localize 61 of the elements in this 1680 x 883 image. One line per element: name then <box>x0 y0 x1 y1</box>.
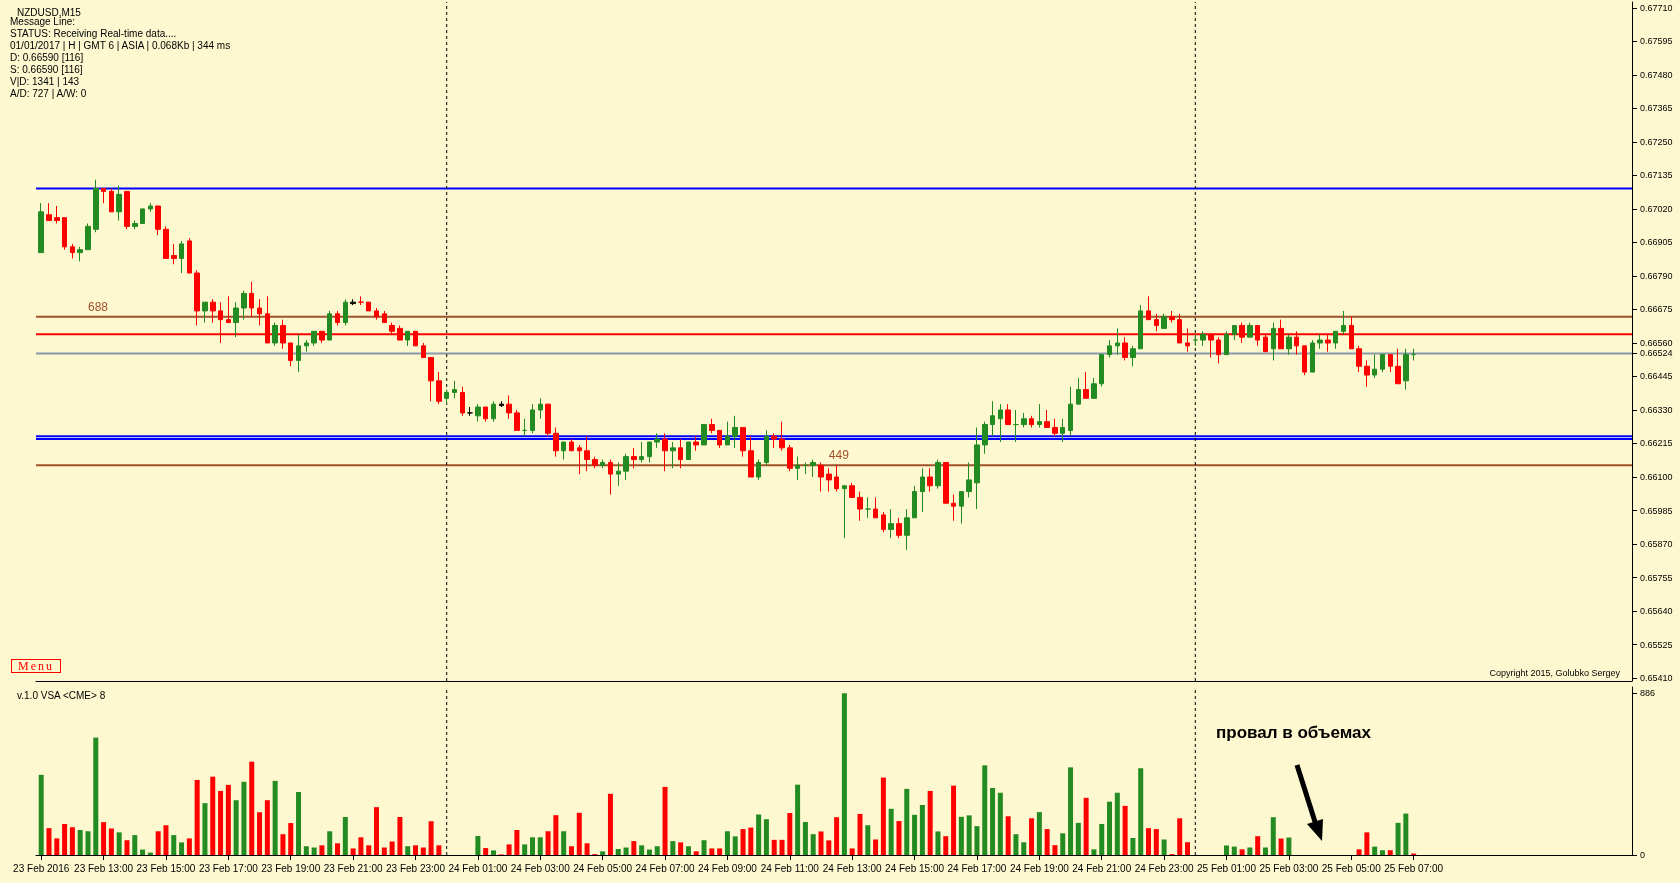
chart-title: v.1.0 VSA <CME> 8 <box>17 689 106 701</box>
y-tick-label: 0.66330 <box>1640 404 1673 415</box>
x-tick-label: 23 Feb 17:00 <box>198 862 259 874</box>
y-tick-label: 0.65410 <box>1640 673 1673 684</box>
y-tick-label: 0 <box>1640 850 1646 860</box>
x-tick-label: 24 Feb 17:00 <box>947 862 1007 874</box>
y-tick-label: 0.67135 <box>1640 170 1673 181</box>
annotation: 688 <box>87 299 109 314</box>
x-tick-label: 25 Feb 03:00 <box>1259 862 1319 874</box>
y-tick-label: 0.65870 <box>1640 539 1673 550</box>
x-tick-label: 24 Feb 13:00 <box>822 862 883 874</box>
y-tick-label: 886 <box>1640 688 1656 699</box>
y-tick-label: 0.67480 <box>1640 69 1673 80</box>
chart-title: NZDUSD,M15 <box>17 6 82 18</box>
annotation: V|D: 1341 | 143 <box>10 76 80 88</box>
y-tick-label: 0.65640 <box>1640 606 1673 617</box>
x-tick-label: 24 Feb 07:00 <box>635 862 695 874</box>
x-tick-label: 23 Feb 15:00 <box>136 862 196 874</box>
x-tick-label: 24 Feb 23:00 <box>1134 862 1195 874</box>
x-tick-label: 23 Feb 19:00 <box>261 862 321 874</box>
annotation: S: 0.66590 [116] <box>10 64 83 76</box>
y-tick-label: 0.66100 <box>1640 472 1673 483</box>
annotation: A/D: 727 | A/W: 0 <box>10 88 87 100</box>
annotation: Message Line: <box>10 16 76 28</box>
x-tick-label: 23 Feb 13:00 <box>74 862 134 874</box>
y-tick-label: 0.66905 <box>1640 237 1673 248</box>
annotation: провал в объемах <box>1216 723 1371 743</box>
annotation: 01/01/2017 | H | GMT 6 | ASIA | 0.068Kb | 344 ms <box>10 40 231 52</box>
annotation: D: 0.66590 [116] <box>10 52 84 64</box>
x-tick-label: 24 Feb 21:00 <box>1072 862 1132 874</box>
x-tick-label: 25 Feb 05:00 <box>1321 862 1382 874</box>
y-tick-label: 0.66675 <box>1640 304 1673 315</box>
y-tick-label: 0.66560 <box>1640 337 1673 348</box>
x-tick-label: 24 Feb 19:00 <box>1009 862 1070 874</box>
y-tick-label: 0.66524 <box>1640 348 1673 359</box>
annotation: STATUS: Receiving Real-time data.... <box>10 28 177 40</box>
x-tick-label: 25 Feb 01:00 <box>1197 862 1257 874</box>
x-tick-label: 23 Feb 21:00 <box>323 862 384 874</box>
x-tick-label: 25 Feb 07:00 <box>1384 862 1444 874</box>
x-tick-label: 24 Feb 11:00 <box>760 862 820 874</box>
y-tick-label: 0.67365 <box>1640 103 1673 114</box>
y-tick-label: 0.65755 <box>1640 572 1673 583</box>
y-tick-label: 0.67595 <box>1640 36 1673 47</box>
annotation: Menu <box>11 659 61 673</box>
x-tick-label: 24 Feb 03:00 <box>510 862 571 874</box>
y-tick-label: 0.67250 <box>1640 136 1673 147</box>
y-tick-label: 0.65525 <box>1640 639 1673 650</box>
x-tick-label: 24 Feb 15:00 <box>885 862 945 874</box>
x-tick-label: 23 Feb 2016 <box>13 862 70 874</box>
x-tick-label: 24 Feb 05:00 <box>573 862 633 874</box>
annotation: Copyright 2015, Golubko Sergey <box>1489 667 1620 679</box>
x-tick-label: 23 Feb 23:00 <box>386 862 446 874</box>
annotation: 449 <box>828 448 849 463</box>
y-tick-label: 0.66445 <box>1640 371 1673 382</box>
y-tick-label: 0.67020 <box>1640 203 1673 214</box>
y-tick-label: 0.66790 <box>1640 270 1673 281</box>
y-tick-label: 0.67710 <box>1640 2 1673 13</box>
x-tick-label: 24 Feb 09:00 <box>697 862 758 874</box>
y-tick-label: 0.66215 <box>1640 438 1673 449</box>
x-tick-label: 24 Feb 01:00 <box>448 862 508 874</box>
y-tick-label: 0.65985 <box>1640 505 1673 516</box>
